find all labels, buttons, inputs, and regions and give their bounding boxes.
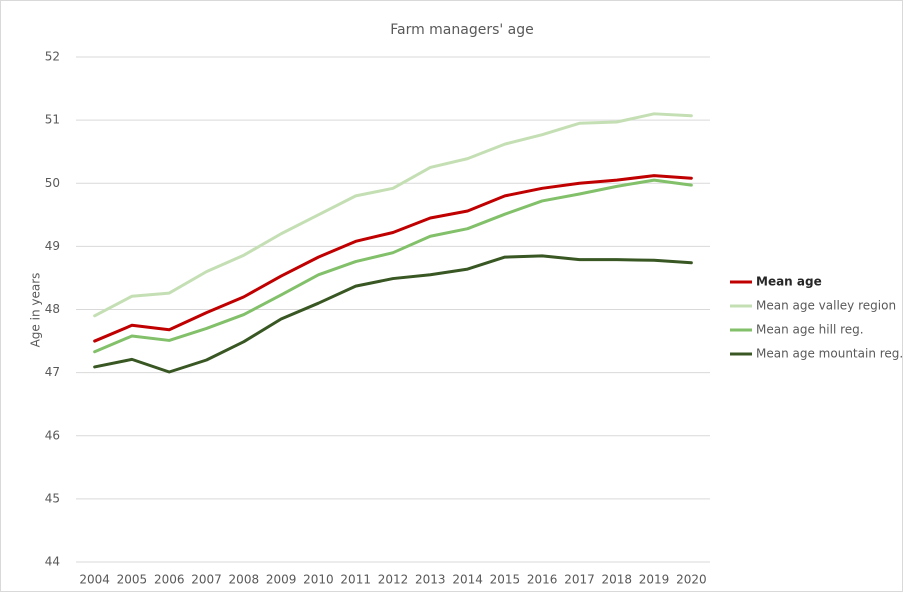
legend-label: Mean age hill reg. — [756, 323, 864, 337]
chart-title: Farm managers' age — [390, 22, 534, 38]
y-tick-label: 50 — [45, 176, 60, 190]
x-tick-label: 2018 — [601, 573, 632, 587]
y-tick-label: 51 — [45, 113, 60, 127]
y-tick-label: 47 — [45, 365, 60, 379]
x-tick-label: 2007 — [191, 573, 222, 587]
x-tick-label: 2012 — [378, 573, 409, 587]
x-tick-label: 2011 — [340, 573, 371, 587]
x-tick-label: 2015 — [490, 573, 521, 587]
x-tick-label: 2005 — [117, 573, 148, 587]
x-tick-label: 2014 — [452, 573, 483, 587]
x-tick-label: 2006 — [154, 573, 185, 587]
legend-label: Mean age — [756, 275, 822, 289]
series-line — [93, 178, 693, 354]
y-tick-label: 49 — [45, 239, 60, 253]
y-tick-label: 46 — [45, 428, 60, 442]
x-tick-label: 2017 — [564, 573, 595, 587]
legend-label: Mean age valley region — [756, 299, 896, 313]
y-tick-label: 48 — [45, 302, 60, 316]
y-tick-label: 45 — [45, 491, 60, 505]
x-tick-label: 2019 — [639, 573, 670, 587]
x-tick-label: 2010 — [303, 573, 334, 587]
x-tick-label: 2004 — [79, 573, 110, 587]
y-tick-label: 52 — [45, 50, 60, 64]
y-axis-label: Age in years — [29, 273, 43, 348]
series-line — [93, 112, 693, 318]
series-line — [93, 254, 693, 374]
legend-label: Mean age mountain reg. — [756, 347, 903, 361]
x-tick-label: 2016 — [527, 573, 558, 587]
series-line — [93, 174, 693, 343]
x-tick-label: 2008 — [229, 573, 260, 587]
x-tick-label: 2020 — [676, 573, 707, 587]
x-tick-label: 2013 — [415, 573, 446, 587]
x-tick-label: 2009 — [266, 573, 297, 587]
y-tick-label: 44 — [45, 555, 60, 569]
